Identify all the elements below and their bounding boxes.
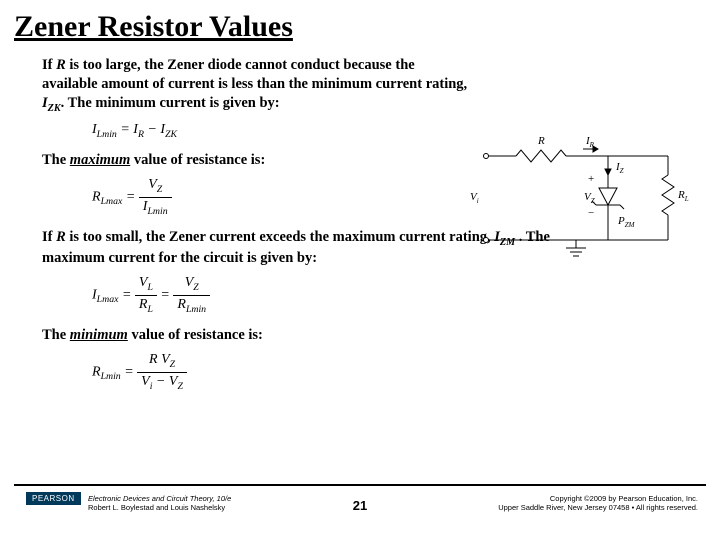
copyright-line1: Copyright ©2009 by Pearson Education, In…	[550, 494, 698, 503]
copyright-line2: Upper Saddle River, New Jersey 07458 • A…	[498, 503, 698, 512]
text: is too small, the Zener current exceeds …	[66, 229, 494, 245]
fraction: VL RL	[135, 274, 157, 316]
eq-sub: Lmax	[97, 294, 119, 305]
eq-sub: Lmax	[101, 196, 123, 207]
label-Vi: Vi	[470, 191, 479, 205]
var-R: R	[56, 57, 66, 73]
book-title: Electronic Devices and Circuit Theory, 1…	[88, 494, 231, 503]
label-minus: −	[588, 207, 594, 219]
word-minimum: minimum	[70, 327, 128, 343]
eq-sub: L	[147, 282, 152, 293]
text: value of resistance is:	[131, 327, 262, 343]
eq-var: V	[148, 177, 157, 192]
eq-sub: Z	[157, 184, 162, 195]
eq-var: V	[141, 374, 150, 389]
equation-ilmax: ILmax = VL RL = VZ RLmin	[92, 274, 694, 316]
eq-sub: Lmin	[101, 371, 121, 382]
footer-book-info: Electronic Devices and Circuit Theory, 1…	[88, 494, 231, 513]
eq-sub: Z	[193, 282, 198, 293]
eq-sub: Z	[177, 380, 182, 391]
eq-sub: Lmin	[186, 303, 206, 314]
eq-sign: =	[122, 189, 138, 204]
var-R: R	[56, 229, 66, 245]
label-VZ: VZ	[584, 191, 595, 205]
eq-sub: L	[147, 303, 152, 314]
label-plus: +	[588, 173, 594, 185]
fraction: VZ RLmin	[173, 274, 210, 316]
page-number: 21	[353, 498, 367, 513]
pearson-logo: PEARSON	[26, 492, 81, 505]
text: The	[42, 152, 70, 168]
label-PZM: PZM	[617, 215, 636, 229]
eq-sub: Lmin	[97, 129, 117, 140]
eq-sign: =	[117, 122, 133, 137]
eq-var: R	[92, 189, 101, 204]
book-authors: Robert L. Boylestad and Louis Nashelsky	[88, 503, 225, 512]
eq-minus: −	[152, 374, 168, 389]
text: If	[42, 57, 56, 73]
eq-var: R	[92, 364, 101, 379]
equation-rlmin: RLmin = R VZ Vi − VZ	[92, 351, 694, 393]
eq-sign: =	[121, 364, 137, 379]
eq-var: R V	[149, 352, 170, 367]
text: If	[42, 229, 56, 245]
label-R: R	[537, 135, 545, 147]
fraction: VZ ILmin	[139, 176, 172, 218]
fraction: R VZ Vi − VZ	[137, 351, 187, 393]
eq-sign: =	[118, 287, 134, 302]
footer-divider	[14, 484, 706, 486]
footer: PEARSON Electronic Devices and Circuit T…	[0, 484, 720, 540]
page-title: Zener Resistor Values	[0, 0, 720, 44]
label-RL: RL	[677, 189, 689, 203]
eq-minus: −	[144, 122, 160, 137]
eq-sub: Z	[170, 359, 175, 370]
text: . The minimum current is given by:	[61, 95, 280, 111]
eq-var: R	[177, 297, 186, 312]
sub-ZK: ZK	[48, 103, 61, 114]
label-IZ: IZ	[615, 161, 624, 175]
eq-sign: =	[160, 287, 173, 302]
label-IR: IR	[585, 135, 595, 149]
paragraph-4: The minimum value of resistance is:	[42, 326, 694, 345]
zener-circuit-diagram: R IR IZ Vi + − VZ RL PZM	[468, 130, 698, 270]
eq-var: V	[185, 275, 194, 290]
eq-sub: ZK	[165, 129, 177, 140]
word-maximum: maximum	[70, 152, 130, 168]
paragraph-1: If R is too large, the Zener diode canno…	[42, 56, 472, 115]
eq-sub: Lmin	[147, 205, 167, 216]
text: value of resistance is:	[134, 152, 265, 168]
footer-copyright: Copyright ©2009 by Pearson Education, In…	[498, 494, 698, 513]
text: The	[42, 327, 70, 343]
text: is too large, the Zener diode cannot con…	[42, 57, 467, 92]
